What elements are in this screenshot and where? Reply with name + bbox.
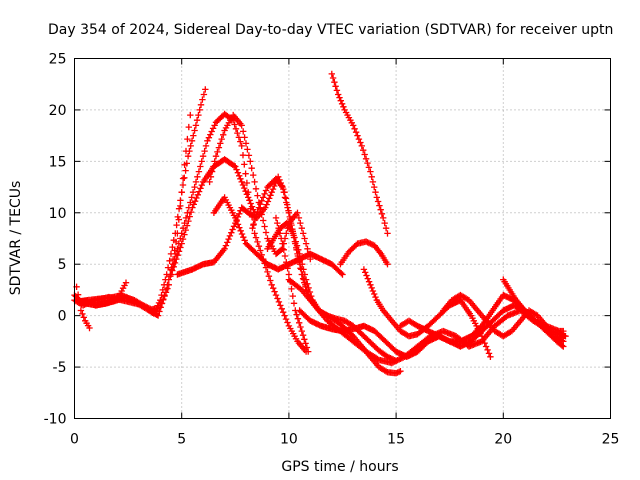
data-series-track-19 <box>500 276 569 340</box>
y-tick-label: 25 <box>49 52 67 68</box>
y-tick-label: 20 <box>49 103 67 119</box>
chart-title: Day 354 of 2024, Sidereal Day-to-day VTE… <box>48 22 613 38</box>
y-tick-label: 15 <box>49 154 67 170</box>
data-markers <box>71 86 209 317</box>
data-markers <box>500 276 569 340</box>
x-tick-label: 20 <box>494 432 512 448</box>
data-series-track-05 <box>167 156 258 278</box>
y-axis-title: SDTVAR / TECUs <box>8 181 24 296</box>
data-series-track-20 <box>92 279 130 309</box>
data-series-track-07 <box>206 111 314 263</box>
grid-layer <box>74 58 611 419</box>
data-series-track-14 <box>328 70 391 237</box>
x-tick-label: 10 <box>280 432 298 448</box>
x-tick-label: 15 <box>387 432 405 448</box>
data-markers <box>285 276 567 367</box>
y-tick-label: 0 <box>58 309 67 325</box>
x-tick-label: 5 <box>177 432 186 448</box>
data-series-track-12 <box>285 276 567 367</box>
data-markers <box>328 70 391 237</box>
data-markers <box>206 111 314 263</box>
x-tick-label: 0 <box>70 432 79 448</box>
data-markers <box>92 279 130 309</box>
data-markers <box>167 156 258 278</box>
data-series-track-15 <box>337 238 391 268</box>
y-tick-label: 10 <box>49 206 67 222</box>
y-tick-label: 5 <box>58 257 67 273</box>
data-series-track-01 <box>71 86 209 317</box>
plot-frame <box>74 58 611 419</box>
x-tick-label: 25 <box>602 432 620 448</box>
y-tick-label: -5 <box>53 360 67 376</box>
data-markers <box>73 283 93 332</box>
y-tick-label: -10 <box>44 412 67 428</box>
axis-layer: 0 5 10 15 20 25 -10 -5 0 5 10 15 20 25 <box>44 52 620 448</box>
x-axis-title: GPS time / hours <box>281 459 398 475</box>
data-markers <box>337 238 391 268</box>
data-series-track-03 <box>73 283 93 332</box>
data-layer <box>71 70 569 377</box>
